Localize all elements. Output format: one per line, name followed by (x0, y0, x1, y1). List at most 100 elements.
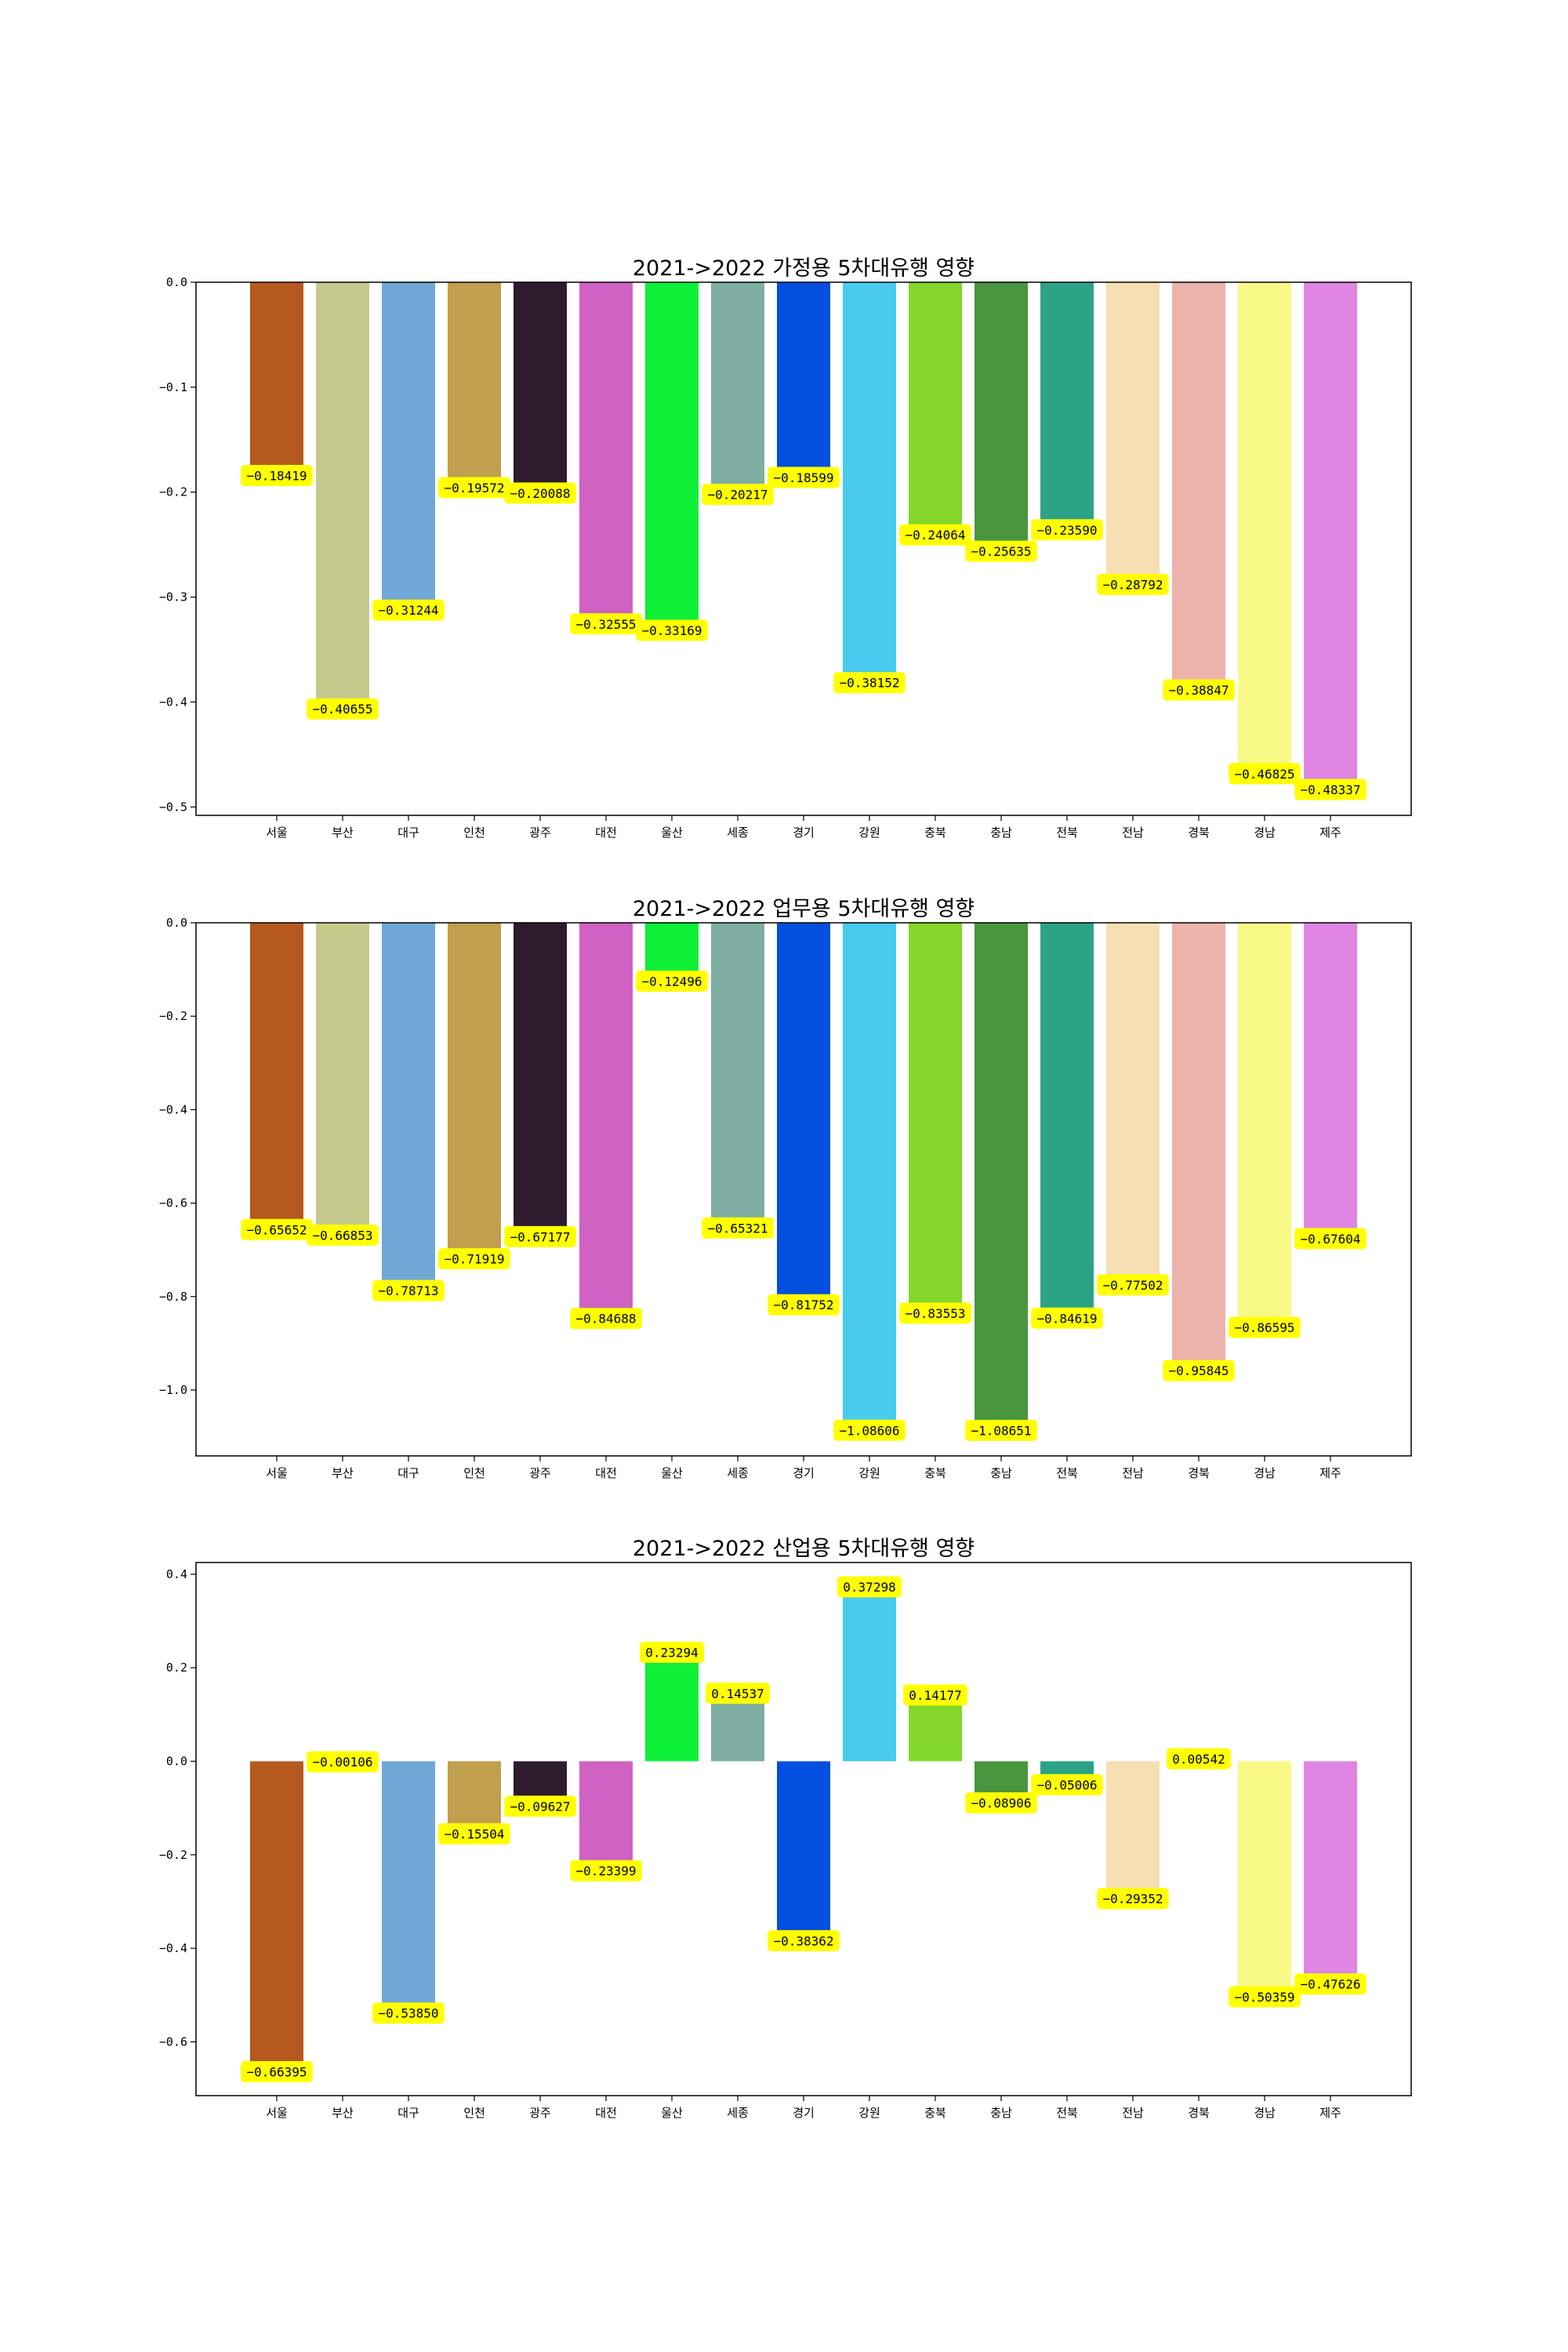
y-tick-label: 0.0 (166, 275, 187, 289)
data-label-box (899, 1302, 971, 1324)
data-label-text: −0.05006 (1036, 1777, 1097, 1792)
x-tick-label: 대전 (595, 1466, 617, 1480)
data-label-광주: −0.09627 (504, 1795, 576, 1817)
data-label-box (1031, 519, 1103, 541)
bar-전남 (1106, 923, 1160, 1285)
data-label-text: −0.00106 (312, 1755, 372, 1769)
bar-경북 (1172, 282, 1225, 690)
x-tick-label: 대전 (595, 2106, 617, 2120)
data-label-text: −0.33169 (641, 623, 702, 638)
x-tick-label: 대구 (397, 1466, 419, 1480)
data-label-text: −0.25635 (971, 544, 1031, 559)
data-label-text: −0.38847 (1168, 683, 1229, 698)
data-label-box (768, 466, 840, 488)
data-label-box (438, 1248, 510, 1270)
x-tick-label: 광주 (529, 1466, 551, 1480)
data-label-충남: −0.25635 (965, 540, 1037, 562)
y-tick-label: −0.2 (159, 1848, 187, 1862)
data-label-충남: −0.08906 (965, 1792, 1037, 1814)
data-label-box (241, 1218, 313, 1240)
data-label-text: −0.38152 (839, 676, 899, 691)
data-label-충남: −1.08651 (965, 1420, 1037, 1442)
data-label-box (706, 1682, 770, 1704)
data-label-경북: −0.95845 (1163, 1359, 1235, 1381)
data-label-box (307, 1224, 379, 1246)
data-label-서울: −0.66395 (241, 2061, 313, 2083)
data-label-text: −0.67177 (510, 1229, 570, 1244)
x-tick-label: 세종 (727, 826, 749, 840)
bar-대구 (382, 282, 435, 611)
data-label-text: −0.38362 (773, 1933, 833, 1948)
data-label-box (768, 1294, 840, 1316)
data-label-부산: −0.00106 (307, 1751, 379, 1773)
bar-경남 (1238, 282, 1291, 774)
data-label-전남: −0.28792 (1097, 573, 1169, 595)
data-label-box (504, 1225, 576, 1247)
data-label-text: −0.23399 (575, 1864, 636, 1878)
bar-대구 (382, 1761, 435, 2013)
y-tick-label: 0.0 (166, 916, 187, 930)
data-label-인천: −0.15504 (438, 1823, 510, 1845)
data-label-box (636, 619, 708, 641)
x-tick-label: 전남 (1122, 826, 1144, 840)
data-label-text: −0.66395 (246, 2065, 307, 2080)
data-label-인천: −0.19572 (438, 477, 510, 499)
data-label-text: −0.20088 (510, 486, 570, 501)
data-label-부산: −0.66853 (307, 1224, 379, 1246)
data-label-box (1294, 1228, 1367, 1250)
data-label-text: −0.15504 (444, 1827, 504, 1842)
data-label-box (903, 1684, 967, 1706)
data-label-text: −0.40655 (312, 702, 372, 717)
y-tick-label: −0.4 (159, 1941, 187, 1955)
data-label-text: −0.83553 (905, 1306, 965, 1321)
x-tick-label: 강원 (858, 2106, 880, 2120)
bar-제주 (1304, 1761, 1357, 1984)
data-label-text: 0.14177 (909, 1688, 961, 1703)
y-tick-label: −0.6 (159, 1196, 187, 1210)
data-label-강원: −0.38152 (833, 672, 906, 694)
x-tick-label: 서울 (266, 1466, 288, 1480)
data-label-세종: −0.65321 (702, 1217, 774, 1239)
x-tick-label: 경남 (1254, 1466, 1276, 1480)
chart-title: 2021->2022 가정용 5차대유행 영향 (633, 256, 975, 281)
x-tick-label: 충남 (990, 2106, 1012, 2120)
data-label-울산: −0.12496 (636, 970, 708, 992)
data-label-text: −0.08906 (971, 1796, 1031, 1811)
bar-대전 (579, 1761, 633, 1871)
data-label-text: −0.77502 (1102, 1278, 1163, 1293)
chart-title: 2021->2022 산업용 5차대유행 영향 (633, 1537, 975, 1561)
data-label-box (965, 540, 1037, 562)
data-label-경기: −0.18599 (768, 466, 840, 488)
data-label-text: −0.65652 (246, 1222, 307, 1237)
data-label-충북: −0.83553 (899, 1302, 971, 1324)
data-label-box (1097, 1274, 1169, 1296)
data-label-text: −0.78713 (378, 1283, 438, 1298)
data-label-text: −0.12496 (641, 974, 702, 989)
data-label-전남: −0.77502 (1097, 1274, 1169, 1296)
x-tick-label: 경기 (793, 2106, 815, 2120)
chart-panel-2: 2021->2022 업무용 5차대유행 영향 0.0 −0.2 −0.4 −0.6 −0… (159, 897, 1412, 1480)
data-label-전남: −0.29352 (1097, 1888, 1169, 1910)
data-label-box (1163, 679, 1235, 701)
x-tick-label: 인천 (463, 1466, 485, 1480)
bar-부산 (316, 923, 369, 1236)
data-label-text: −0.67604 (1300, 1232, 1360, 1247)
data-label-경남: −0.50359 (1229, 1986, 1301, 2008)
bar-충남 (975, 923, 1028, 1431)
bar-충북 (909, 923, 962, 1313)
x-tick-label: 경기 (793, 1466, 815, 1480)
data-label-box (833, 672, 906, 694)
data-label-text: −0.81752 (773, 1298, 833, 1312)
data-label-경기: −0.81752 (768, 1294, 840, 1316)
data-label-box (837, 1576, 902, 1598)
bar-서울 (250, 1761, 303, 2072)
data-label-세종: 0.14537 (706, 1682, 770, 1704)
data-label-text: −1.08651 (971, 1424, 1031, 1439)
data-label-text: −0.19572 (444, 481, 504, 495)
x-tick-label: 경남 (1254, 2106, 1276, 2120)
data-label-box (1229, 1986, 1301, 2008)
bar-대전 (579, 282, 633, 624)
data-label-text: −0.95845 (1168, 1363, 1229, 1378)
data-label-울산: 0.23294 (640, 1642, 704, 1664)
data-label-box (833, 1419, 906, 1441)
